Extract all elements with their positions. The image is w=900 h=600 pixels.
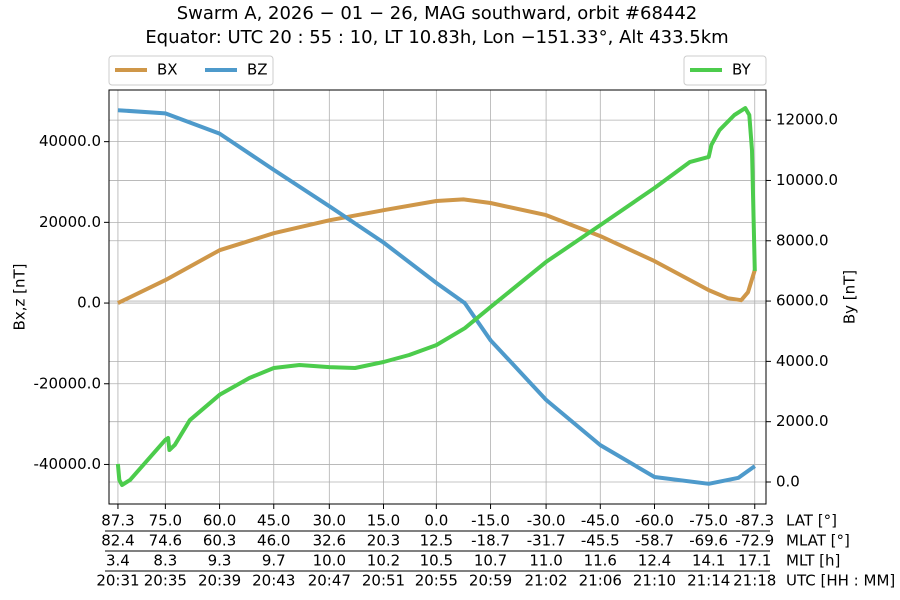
x-tick-label: 82.4 xyxy=(101,532,134,550)
x-tick-label: -18.7 xyxy=(471,532,510,550)
y2-tick-label: 10000.0 xyxy=(776,171,838,189)
x-tick-label: 60.0 xyxy=(203,512,236,530)
x-tick-label: -87.3 xyxy=(735,512,774,530)
x-tick-label: 20:55 xyxy=(415,572,458,590)
x-row-name: LAT [°] xyxy=(786,512,837,530)
x-tick-label: 46.0 xyxy=(257,532,290,550)
x-row-name: MLT [h] xyxy=(786,552,840,570)
x-tick-label: 32.6 xyxy=(313,532,346,550)
series-line xyxy=(117,197,757,305)
y2-tick-label: 4000.0 xyxy=(776,352,829,370)
x-tick-label: 20:35 xyxy=(144,572,187,590)
x-tick-label: 45.0 xyxy=(257,512,290,530)
legend-label: BY xyxy=(732,61,751,79)
chart-subtitle: Equator: UTC 20 : 55 : 10, LT 10.83h, Lo… xyxy=(145,27,728,48)
x-tick-label: 20:51 xyxy=(362,572,405,590)
x-tick-label: 21:14 xyxy=(687,572,730,590)
x-tick-label: 11.6 xyxy=(584,552,617,570)
y-axis-label: Bx,z [nT] xyxy=(11,264,29,331)
y2-axis-label: By [nT] xyxy=(841,270,859,324)
x-tick-label: 11.0 xyxy=(529,552,562,570)
legend-box xyxy=(683,55,767,86)
series-line xyxy=(115,106,757,487)
x-row-name: UTC [HH : MM] xyxy=(786,572,895,590)
x-tick-label: 12.4 xyxy=(638,552,671,570)
x-tick-label: 17.1 xyxy=(738,552,771,570)
x-tick-label: 15.0 xyxy=(367,512,400,530)
plot-frame xyxy=(108,89,767,505)
x-tick-label: 20:31 xyxy=(96,572,139,590)
x-tick-label: 21:10 xyxy=(633,572,676,590)
x-tick-label: 10.7 xyxy=(474,552,507,570)
legend-box xyxy=(108,55,274,86)
legend-label: BX xyxy=(157,61,178,79)
y2-tick-label: 0.0 xyxy=(776,472,800,490)
x-tick-label: 74.6 xyxy=(149,532,182,550)
x-tick-label: 75.0 xyxy=(149,512,182,530)
x-tick-label: 20:59 xyxy=(469,572,512,590)
x-tick-label: 0.0 xyxy=(424,512,448,530)
x-tick-label: 20.3 xyxy=(367,532,400,550)
x-tick-label: -58.7 xyxy=(635,532,674,550)
y2-tick-label: 6000.0 xyxy=(776,292,829,310)
x-tick-label: 12.5 xyxy=(420,532,453,550)
x-tick-label: 10.2 xyxy=(367,552,400,570)
y-tick-label: 0.0 xyxy=(77,294,101,312)
x-tick-label: 21:18 xyxy=(733,572,776,590)
x-tick-label: -72.9 xyxy=(735,532,774,550)
x-row-name: MLAT [°] xyxy=(786,532,850,550)
x-tick-label: -60.0 xyxy=(635,512,674,530)
x-tick-label: 21:06 xyxy=(579,572,622,590)
x-tick-label: -69.6 xyxy=(689,532,728,550)
x-tick-label: 21:02 xyxy=(524,572,567,590)
legend: BY xyxy=(683,55,767,86)
y-tick-label: 40000.0 xyxy=(39,132,101,150)
x-tick-label: -45.0 xyxy=(581,512,620,530)
x-tick-label: 20:43 xyxy=(252,572,295,590)
y2-tick-label: 2000.0 xyxy=(776,412,829,430)
x-tick-label: -45.5 xyxy=(581,532,620,550)
x-tick-label: 14.1 xyxy=(692,552,725,570)
x-tick-label: 20:47 xyxy=(308,572,351,590)
series-line xyxy=(117,108,756,486)
x-tick-label: 3.4 xyxy=(106,552,130,570)
y2-tick-label: 8000.0 xyxy=(776,231,829,249)
x-tick-label: -30.0 xyxy=(527,512,566,530)
chart-title: Swarm A, 2026 − 01 − 26, MAG southward, … xyxy=(177,3,698,24)
x-tick-label: 60.3 xyxy=(203,532,236,550)
y-tick-label: -20000.0 xyxy=(34,374,101,392)
y2-tick-label: 12000.0 xyxy=(776,111,838,129)
x-tick-label: 30.0 xyxy=(313,512,346,530)
x-tick-label: 10.5 xyxy=(420,552,453,570)
x-tick-label: -31.7 xyxy=(527,532,566,550)
x-tick-label: 8.3 xyxy=(153,552,177,570)
x-tick-label: 9.7 xyxy=(262,552,286,570)
y-tick-label: -40000.0 xyxy=(34,455,101,473)
x-tick-label: 87.3 xyxy=(101,512,134,530)
x-tick-label: 10.0 xyxy=(313,552,346,570)
x-tick-label: 9.3 xyxy=(208,552,232,570)
legend: BX BZ xyxy=(108,55,274,86)
y-tick-label: 20000.0 xyxy=(39,213,101,231)
x-tick-label: -75.0 xyxy=(689,512,728,530)
x-tick-label: 20:39 xyxy=(198,572,241,590)
legend-label: BZ xyxy=(247,61,268,79)
x-tick-label: -15.0 xyxy=(471,512,510,530)
